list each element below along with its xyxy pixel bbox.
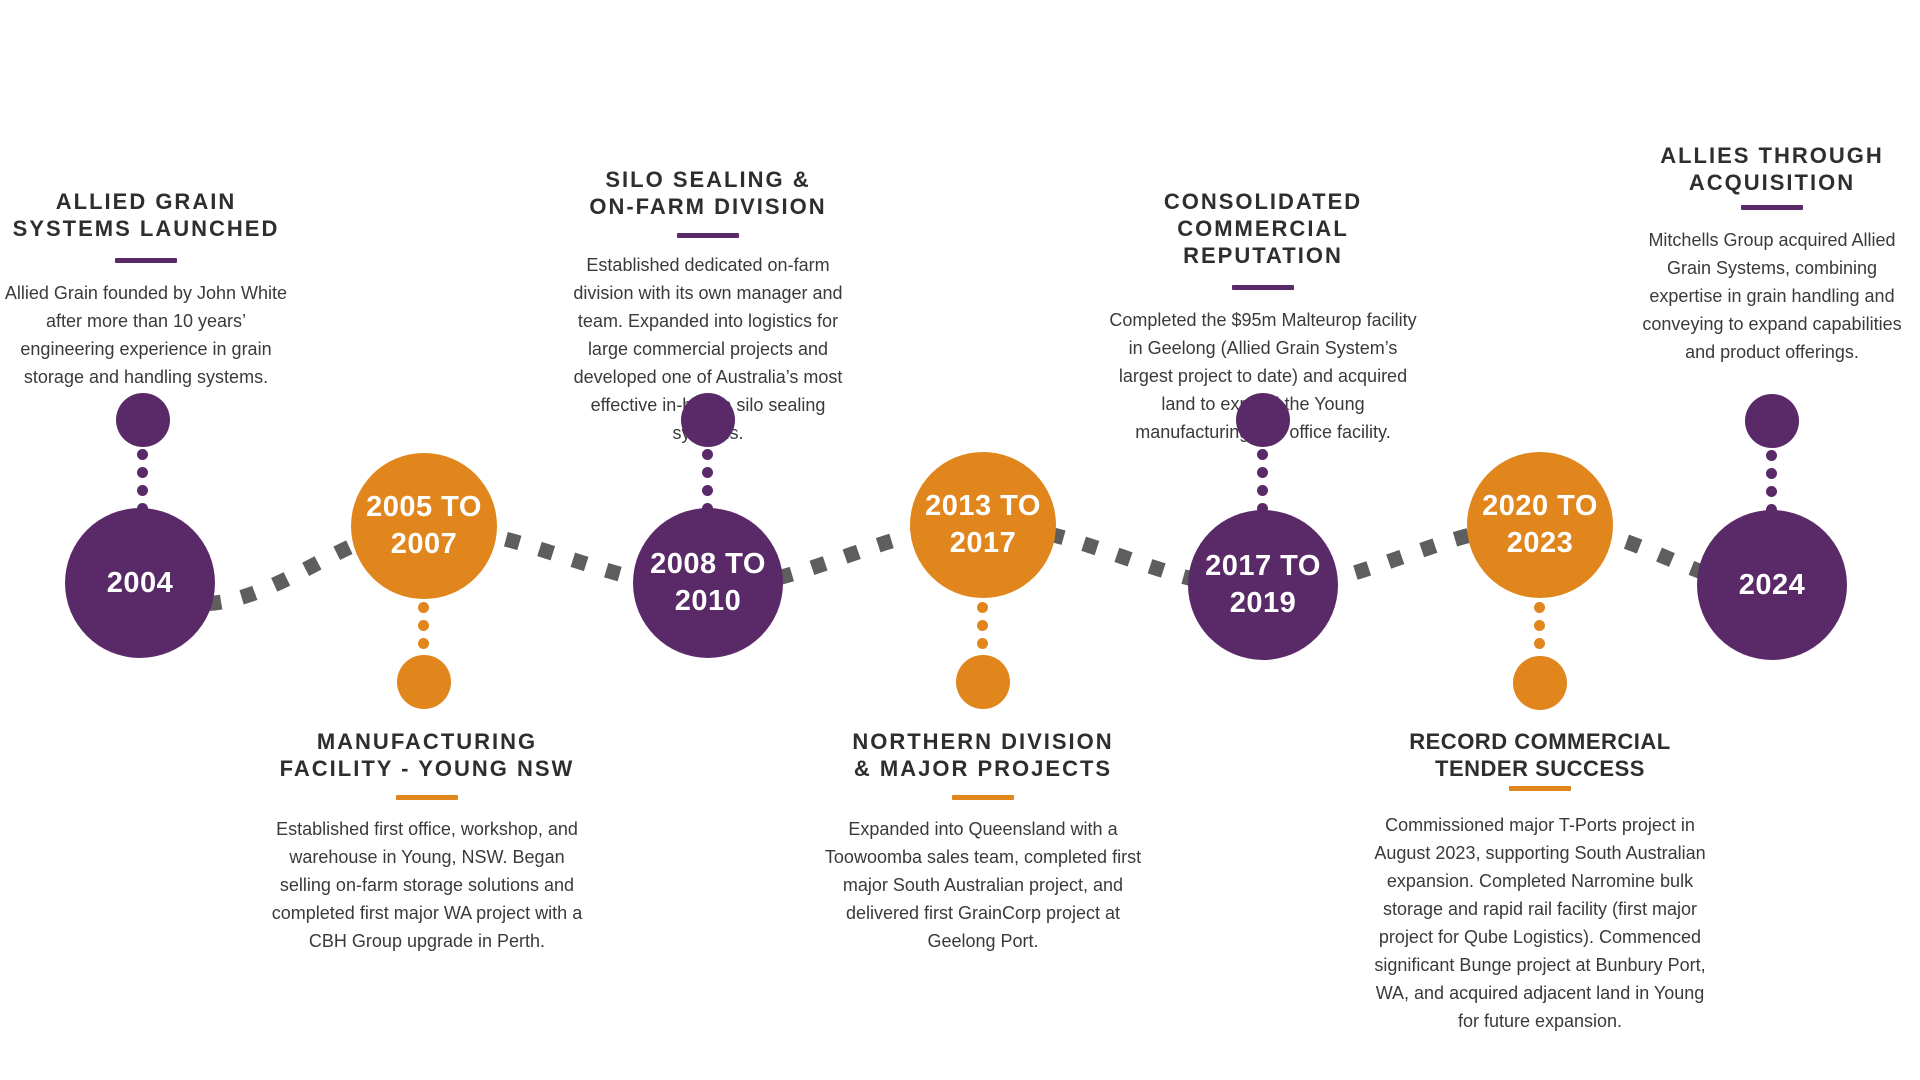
marker-dot-circle: [1745, 394, 1799, 448]
milestone-description: Commissioned major T-Ports project in Au…: [1374, 815, 1706, 1031]
dotted-connector: [1257, 449, 1268, 514]
title-underline: [115, 258, 177, 263]
milestone-description: Mitchells Group acquired Allied Grain Sy…: [1642, 230, 1902, 362]
marker-dot-circle: [681, 393, 735, 447]
milestone-description: Established dedicated on-farm division w…: [573, 255, 843, 443]
marker-dot-circle: [1236, 393, 1290, 447]
marker-dot-circle: [956, 655, 1010, 709]
year-label: 2013 TO 2017: [925, 490, 1041, 559]
block-record: RECORD COMMERCIAL TENDER SUCCESS Commiss…: [1365, 728, 1715, 1035]
title-underline: [952, 795, 1014, 800]
milestone-title: RECORD COMMERCIAL TENDER SUCCESS: [1409, 729, 1671, 781]
year-label: 2008 TO 2010: [650, 548, 766, 617]
year-label: 2020 TO 2023: [1482, 490, 1598, 559]
year-label: 2017 TO 2019: [1205, 550, 1321, 619]
milestone-title: MANUFACTURING FACILITY - YOUNG NSW: [279, 729, 575, 781]
milestone-description: Expanded into Queensland with a Toowoomb…: [824, 819, 1142, 951]
marker-dot-circle: [116, 393, 170, 447]
milestone-title: NORTHERN DIVISION & MAJOR PROJECTS: [852, 729, 1114, 781]
block-manufacturing: MANUFACTURING FACILITY - YOUNG NSW Estab…: [262, 728, 592, 955]
milestone-description: Allied Grain founded by John White after…: [4, 283, 288, 387]
dotted-connector: [702, 449, 713, 514]
node-circle-2024: 2024: [1697, 510, 1847, 660]
node-circle-2004: 2004: [65, 508, 215, 658]
milestone-description: Established first office, workshop, and …: [271, 819, 583, 951]
milestone-title: CONSOLIDATED COMMERCIAL REPUTATION: [1163, 189, 1363, 268]
block-silo-sealing: SILO SEALING & ON-FARM DIVISION Establis…: [558, 166, 858, 447]
title-underline: [1232, 285, 1294, 290]
node-circle-2017-2019: 2017 TO 2019: [1188, 510, 1338, 660]
title-underline: [677, 233, 739, 238]
year-label: 2005 TO 2007: [366, 491, 482, 560]
node-circle-2020-2023: 2020 TO 2023: [1467, 452, 1613, 598]
marker-dot-circle: [397, 655, 451, 709]
year-label: 2024: [1738, 568, 1806, 601]
node-circle-2008-2010: 2008 TO 2010: [633, 508, 783, 658]
milestone-title: ALLIED GRAIN SYSTEMS LAUNCHED: [12, 189, 280, 241]
year-label: 2004: [106, 566, 174, 599]
milestone-title: ALLIES THROUGH ACQUISITION: [1660, 143, 1884, 195]
title-underline: [1509, 786, 1571, 791]
node-circle-2013-2017: 2013 TO 2017: [910, 452, 1056, 598]
title-underline: [396, 795, 458, 800]
dotted-connector: [1766, 450, 1777, 515]
milestone-title: SILO SEALING & ON-FARM DIVISION: [589, 167, 827, 219]
block-allied-grain: ALLIED GRAIN SYSTEMS LAUNCHED Allied Gra…: [0, 188, 292, 391]
marker-dot-circle: [1513, 656, 1567, 710]
dotted-connector: [137, 449, 148, 514]
title-underline: [1741, 205, 1803, 210]
node-circle-2005-2007: 2005 TO 2007: [351, 453, 497, 599]
block-northern: NORTHERN DIVISION & MAJOR PROJECTS Expan…: [818, 728, 1148, 955]
block-allies: ALLIES THROUGH ACQUISITION Mitchells Gro…: [1641, 142, 1903, 366]
